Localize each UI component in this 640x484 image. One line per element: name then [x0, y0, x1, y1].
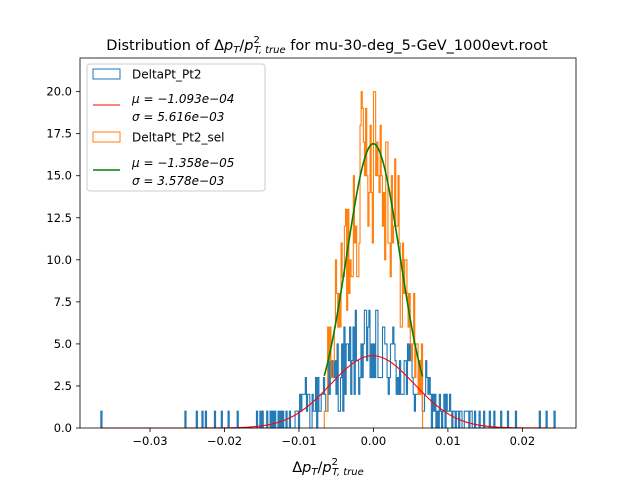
legend-green-sigma: σ = 3.578e−03: [132, 174, 224, 188]
x-tick-label: 0.02: [510, 434, 536, 448]
fit-curve-green: [323, 142, 424, 377]
y-axis: 0.0 2.5 5.0 7.5 10.0 12.5 15.0 17.5 20.0: [46, 85, 80, 435]
histogram-deltapt-pt2-sel: [323, 91, 424, 428]
chart-title: Distribution of ΔpT/p2 T, true for mu-30-…: [106, 35, 548, 56]
x-axis-label: ΔpT/p2 T, true: [292, 457, 364, 478]
y-tick-label: 0.0: [54, 421, 72, 435]
x-tick-label: −0.01: [281, 434, 316, 448]
x-tick-label: −0.02: [207, 434, 242, 448]
legend-red-mu: μ = −1.093e−04: [131, 92, 234, 106]
y-tick-label: 7.5: [54, 295, 72, 309]
legend: DeltaPt_Pt2 μ = −1.093e−04 σ = 5.616e−03…: [86, 63, 266, 192]
legend-green-mu: μ = −1.358e−05: [131, 156, 234, 170]
legend-label-deltapt-pt2-sel: DeltaPt_Pt2_sel: [132, 131, 225, 145]
y-tick-label: 17.5: [46, 127, 72, 141]
legend-swatch-deltapt-pt2: [92, 68, 121, 80]
axes-frame: [79, 57, 577, 429]
legend-red-sigma: σ = 5.616e−03: [132, 110, 224, 124]
y-tick-label: 10.0: [46, 253, 72, 267]
x-tick-label: 0.01: [435, 434, 461, 448]
y-tick-label: 15.0: [46, 169, 72, 183]
x-tick-label: 0.00: [361, 434, 387, 448]
y-tick-label: 12.5: [46, 211, 72, 225]
x-axis: −0.03 −0.02 −0.01 0.00 0.01 0.02: [132, 428, 535, 448]
y-tick-label: 20.0: [46, 85, 72, 99]
y-tick-label: 5.0: [54, 337, 72, 351]
legend-frame: [86, 63, 266, 192]
x-tick-label: −0.03: [132, 434, 167, 448]
legend-swatch-deltapt-pt2-sel: [92, 131, 121, 143]
y-tick-label: 2.5: [54, 379, 72, 393]
legend-label-deltapt-pt2: DeltaPt_Pt2: [132, 68, 202, 82]
